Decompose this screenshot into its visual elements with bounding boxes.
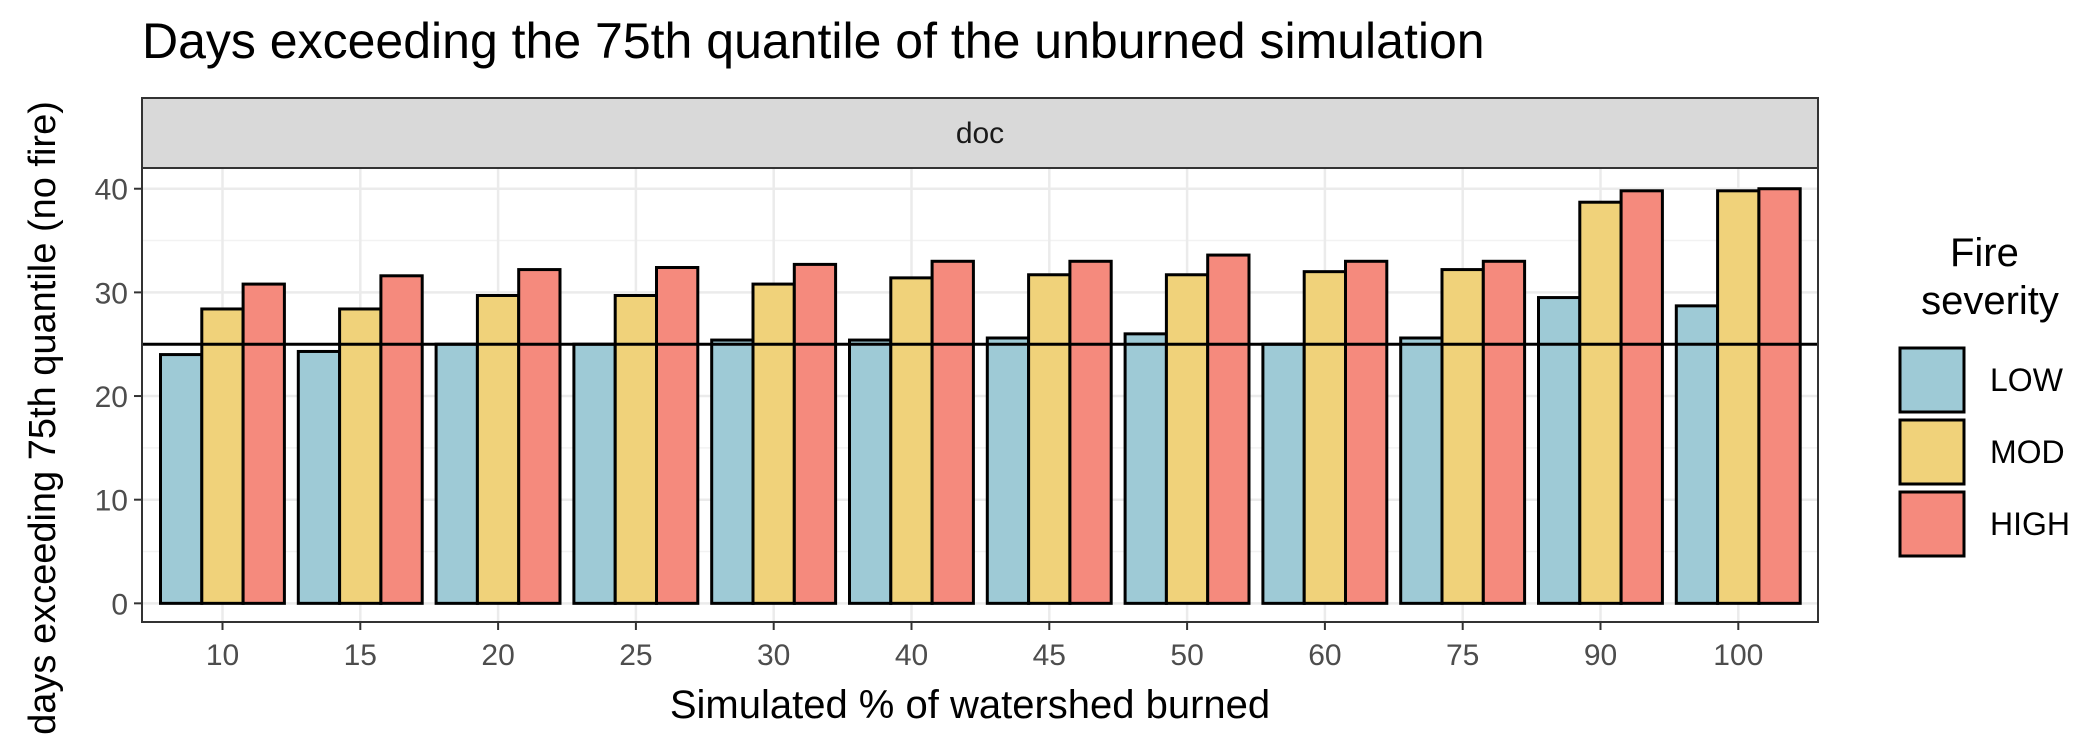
bar-low bbox=[434, 342, 479, 605]
x-tick-label: 90 bbox=[1584, 639, 1617, 672]
bars bbox=[159, 187, 1802, 605]
x-tick-label: 10 bbox=[206, 639, 239, 672]
bar-high bbox=[655, 266, 700, 605]
bar-low bbox=[1261, 342, 1306, 605]
bar-high bbox=[241, 282, 286, 605]
bar-high bbox=[1206, 253, 1251, 605]
x-tick-label: 20 bbox=[481, 639, 514, 672]
bar-high bbox=[930, 259, 975, 605]
bar-mod bbox=[338, 307, 383, 605]
bar-high bbox=[1619, 189, 1664, 605]
bar-mod bbox=[1440, 268, 1485, 605]
x-tick-label: 25 bbox=[619, 639, 652, 672]
bar-low bbox=[985, 336, 1031, 605]
x-tick-label: 50 bbox=[1170, 639, 1203, 672]
bar-high bbox=[792, 262, 838, 605]
bar-low bbox=[1123, 332, 1168, 605]
chart-title: Days exceeding the 75th quantile of the … bbox=[142, 13, 1485, 69]
x-axis: 10 15 20 25 30 40 45 50 60 75 90 100 bbox=[206, 622, 1763, 672]
legend-label-low: LOW bbox=[1990, 362, 2064, 398]
bar-mod bbox=[1302, 270, 1347, 605]
legend-key-mod bbox=[1898, 418, 1966, 486]
y-axis: 0 10 20 30 40 bbox=[95, 174, 142, 621]
legend-title-line-1: Fire bbox=[1950, 231, 2019, 275]
legend-key-low bbox=[1898, 346, 1966, 414]
bar-mod bbox=[1578, 200, 1623, 605]
bar-mod bbox=[613, 293, 659, 605]
bar-mod bbox=[751, 282, 796, 605]
y-tick-label: 30 bbox=[95, 277, 128, 310]
bar-low bbox=[710, 338, 755, 605]
facet-strip-background bbox=[141, 97, 1819, 169]
bar-mod bbox=[1027, 273, 1072, 605]
bar-low bbox=[1674, 304, 1720, 605]
y-tick-label: 10 bbox=[95, 485, 128, 518]
bar-mod bbox=[475, 293, 521, 605]
x-tick-label: 75 bbox=[1446, 639, 1479, 672]
y-tick-label: 40 bbox=[95, 174, 128, 207]
bar-mod bbox=[1716, 189, 1761, 605]
legend-label-high: HIGH bbox=[1990, 506, 2070, 542]
bar-mod bbox=[889, 276, 934, 605]
legend-key-high bbox=[1898, 490, 1966, 558]
panel bbox=[141, 167, 1819, 623]
bar-high bbox=[1481, 259, 1527, 605]
bar-mod bbox=[1164, 273, 1210, 605]
legend-title: Fire severity bbox=[1921, 231, 2059, 323]
bar-high bbox=[379, 274, 424, 605]
bar-high bbox=[1344, 259, 1389, 605]
bar-low bbox=[159, 353, 204, 605]
x-tick-label: 45 bbox=[1033, 639, 1066, 672]
legend: Fire severity LOW MOD HIGH bbox=[1898, 231, 2070, 558]
bar-low bbox=[1399, 336, 1444, 605]
bar-low bbox=[1537, 296, 1582, 605]
facet-strip-label: doc bbox=[956, 117, 1004, 150]
y-axis-label: days exceeding 75th quantile (no fire) bbox=[22, 101, 64, 735]
bar-low bbox=[572, 342, 617, 605]
bar-high bbox=[517, 268, 562, 605]
bar-low bbox=[848, 338, 893, 605]
x-tick-label: 15 bbox=[344, 639, 377, 672]
legend-title-line-2: severity bbox=[1921, 279, 2059, 323]
bar-high bbox=[1068, 259, 1113, 605]
bar-mod bbox=[200, 307, 245, 605]
y-tick-label: 0 bbox=[111, 588, 128, 621]
legend-label-mod: MOD bbox=[1990, 434, 2065, 470]
x-tick-label: 60 bbox=[1308, 639, 1341, 672]
x-tick-label: 30 bbox=[757, 639, 790, 672]
y-tick-label: 20 bbox=[95, 381, 128, 414]
bar-high bbox=[1757, 187, 1802, 605]
facet-strip: doc bbox=[141, 97, 1819, 169]
x-axis-label: Simulated % of watershed burned bbox=[670, 683, 1270, 727]
x-tick-label: 40 bbox=[895, 639, 928, 672]
bar-low bbox=[296, 349, 342, 605]
x-tick-label: 100 bbox=[1713, 639, 1763, 672]
panel-border bbox=[141, 167, 1819, 623]
